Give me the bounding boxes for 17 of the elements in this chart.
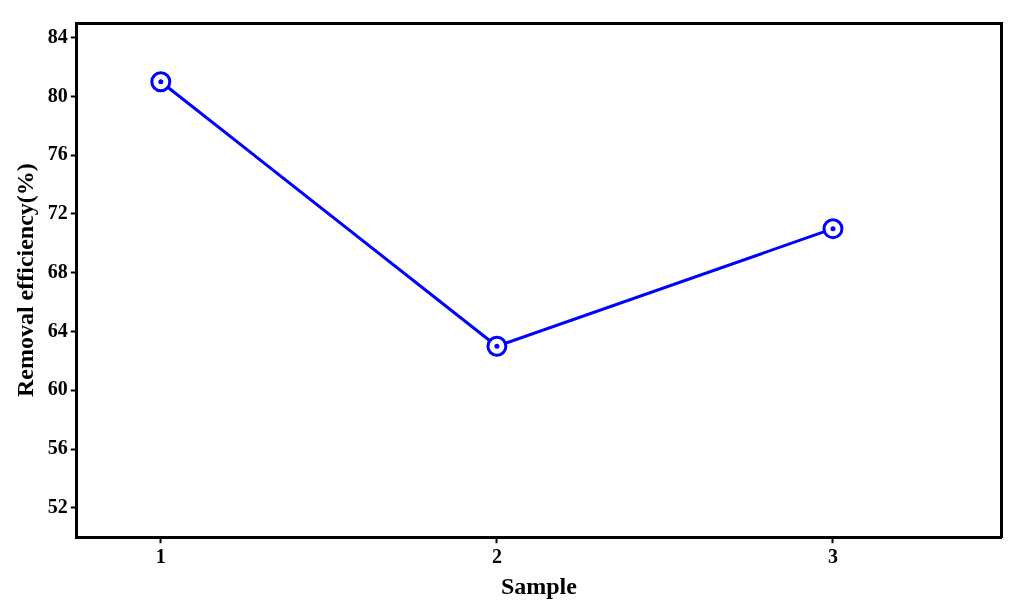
y-axis-title: Removal efficiency(%) xyxy=(11,163,38,398)
y-tick-label: 64 xyxy=(47,318,68,341)
point xyxy=(150,71,172,93)
y-tick-label: 56 xyxy=(47,436,68,459)
x-tick-label: 3 xyxy=(827,545,838,568)
y-tick-label: 80 xyxy=(47,83,68,106)
point xyxy=(822,218,844,240)
y-tick-label: 72 xyxy=(47,201,68,224)
y-tick-label: 68 xyxy=(47,259,68,282)
x-tick-label: 2 xyxy=(491,545,502,568)
x-tick-label: 1 xyxy=(155,545,166,568)
y-tick-label: 52 xyxy=(47,494,68,517)
y-tick-label: 60 xyxy=(47,377,68,400)
x-axis-title: Sample xyxy=(500,572,578,599)
point xyxy=(486,335,508,357)
y-tick-label: 76 xyxy=(47,142,68,165)
y-tick-label: 84 xyxy=(47,24,68,47)
